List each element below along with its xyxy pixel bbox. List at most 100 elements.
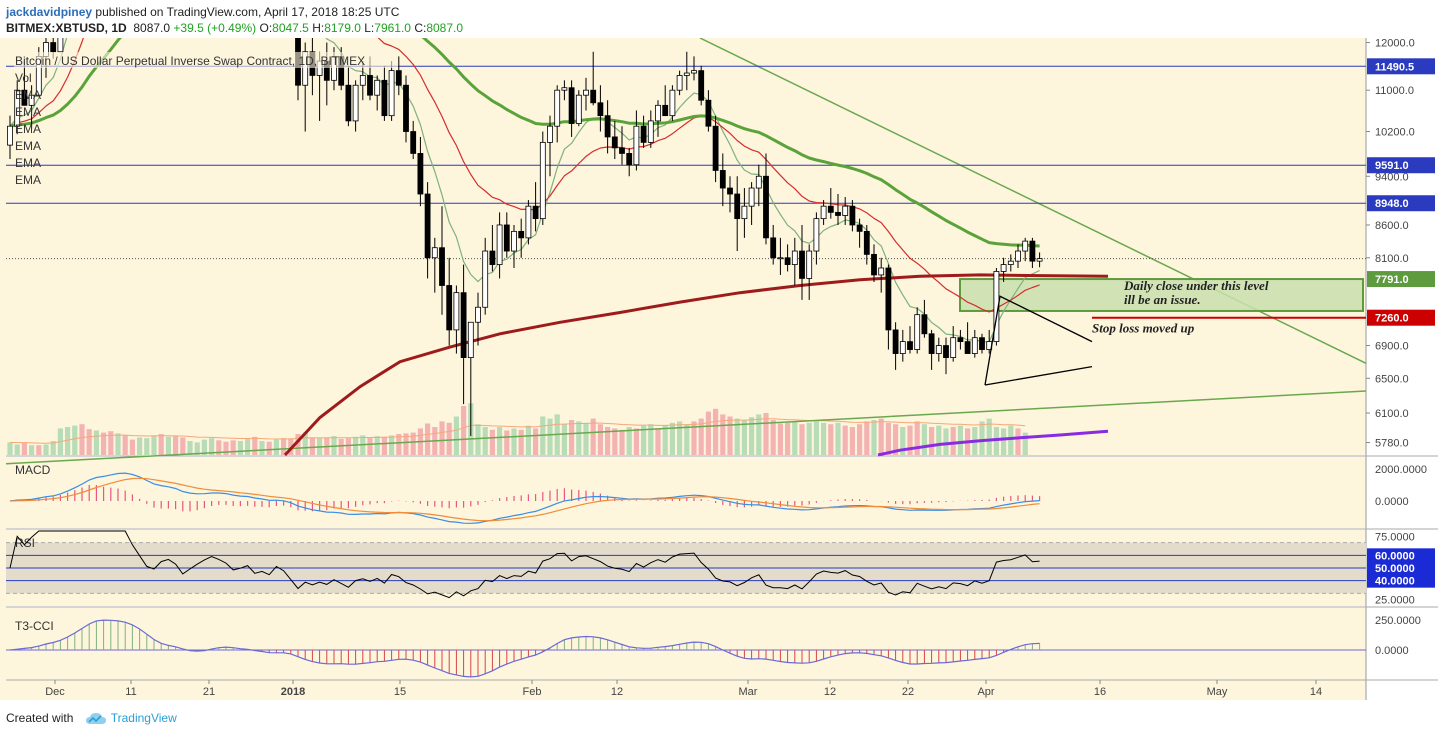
volume-bar xyxy=(763,413,769,455)
volume-bar xyxy=(389,435,395,455)
price-tick-label: 5780.0 xyxy=(1375,438,1409,450)
candle-body xyxy=(1029,240,1036,262)
time-tick-label: 15 xyxy=(394,686,406,698)
price-tick-label: 6900.0 xyxy=(1375,341,1409,353)
volume-bar xyxy=(245,438,251,455)
volume-bar xyxy=(655,428,661,455)
candle-body xyxy=(28,94,35,106)
volume-bar xyxy=(396,434,402,455)
volume-bar xyxy=(770,420,776,455)
candle-body xyxy=(950,337,957,358)
macd-label: MACD xyxy=(15,463,51,477)
price-axis-bg xyxy=(1366,38,1438,700)
volume-bar xyxy=(864,421,870,455)
level-price-tag xyxy=(1367,157,1435,174)
candle-body xyxy=(878,267,885,276)
price-axis-labels: 12000.0 11000.0 10200.0 9400.0 8600.0 8100.0 6… xyxy=(1366,38,1415,450)
candle-body xyxy=(583,89,589,96)
candle-body xyxy=(957,337,964,343)
author-link[interactable]: jackdavidpiney xyxy=(6,5,93,19)
cci-tick-label: 250.0000 xyxy=(1375,615,1421,627)
volume-bar xyxy=(72,425,78,455)
candle-body xyxy=(914,314,921,350)
cci-pane: T3-CCI 250.0000 0.0000 xyxy=(6,615,1421,678)
volume-bar xyxy=(828,424,834,455)
candle-body xyxy=(734,193,741,220)
volume-bar xyxy=(1008,425,1014,455)
volume-bar xyxy=(79,424,85,455)
pane-bg-3 xyxy=(6,608,1366,680)
volume-bar xyxy=(1001,428,1007,455)
candle-body xyxy=(748,187,755,207)
high-value: 8179.0 xyxy=(324,21,361,35)
volume-bar xyxy=(223,441,229,455)
price-tick-label: 6500.0 xyxy=(1375,373,1409,385)
candle-body xyxy=(964,341,971,354)
candle-body xyxy=(568,87,575,124)
time-tick-label: Feb xyxy=(523,686,542,698)
level-price-label: 7791.0 xyxy=(1375,274,1409,286)
candle-body xyxy=(683,72,690,76)
time-tick-label: 22 xyxy=(902,686,914,698)
volume-bar xyxy=(561,423,567,455)
time-tick-label: 21 xyxy=(203,686,215,698)
ohlc-line: BITMEX:XBTUSD, 1D 8087.0 +39.5 (+0.49%) … xyxy=(6,21,464,35)
volume-bar xyxy=(381,436,387,455)
candle-body xyxy=(547,125,553,143)
time-tick-label: 11 xyxy=(125,686,136,698)
candle-body xyxy=(475,306,481,323)
time-tick-label: 12 xyxy=(824,686,836,698)
rsi-level-tag xyxy=(1367,548,1435,563)
support-zone xyxy=(959,278,1364,312)
volume-bar xyxy=(900,427,906,455)
time-tick-label: Dec xyxy=(45,686,65,698)
volume-bar xyxy=(518,429,524,455)
candle-body xyxy=(345,84,352,122)
volume-bar xyxy=(677,421,683,455)
volume-bar xyxy=(345,438,351,455)
volume-bar xyxy=(338,438,344,455)
candle-body xyxy=(1022,240,1029,252)
volume-bar xyxy=(633,428,639,455)
legend-item: EMA xyxy=(15,122,41,136)
time-tick-label: Apr xyxy=(977,686,994,698)
candle-body xyxy=(532,205,539,220)
volume-bar xyxy=(857,424,863,455)
volume-bar xyxy=(727,416,733,455)
cci-tick-label: 0.0000 xyxy=(1375,645,1409,657)
candle-body xyxy=(604,115,611,138)
candle-body xyxy=(907,341,913,350)
volume-bar xyxy=(662,425,668,455)
price-tick-label: 10200.0 xyxy=(1375,127,1415,139)
volume-bar xyxy=(259,441,265,455)
volume-bar xyxy=(453,416,459,455)
volume-bar xyxy=(180,437,186,455)
candle-body xyxy=(633,125,640,166)
candle-body xyxy=(374,79,381,96)
volume-bar xyxy=(713,408,719,455)
macd-tick-label: 2000.0000 xyxy=(1375,464,1427,476)
rsi-level-label: 60.0000 xyxy=(1375,550,1415,562)
volume-bar xyxy=(648,424,654,455)
volume-bar xyxy=(1022,432,1028,455)
candle-body xyxy=(352,84,359,122)
ema-200-line xyxy=(283,273,1109,457)
tradingview-brand[interactable]: TradingView xyxy=(110,711,177,725)
volume-bar xyxy=(137,437,143,455)
candle-body xyxy=(403,84,409,132)
candle-body xyxy=(1000,264,1007,272)
chart-canvas[interactable]: 12000.0 11000.0 10200.0 9400.0 8600.0 8100.0 6… xyxy=(0,38,1438,708)
candle-body xyxy=(921,314,928,335)
candle-body xyxy=(446,285,453,331)
rsi-level-tag xyxy=(1367,561,1435,575)
ema-21-line xyxy=(9,38,1040,313)
volume-bar xyxy=(583,422,589,455)
candle-body xyxy=(1007,260,1014,265)
candle-body xyxy=(388,70,395,117)
volume-bar xyxy=(482,427,488,455)
volume-bar xyxy=(605,427,611,455)
volume-bar xyxy=(461,406,467,455)
volume-bar xyxy=(943,428,949,455)
candle-body xyxy=(489,250,496,265)
candle-body xyxy=(511,230,517,252)
